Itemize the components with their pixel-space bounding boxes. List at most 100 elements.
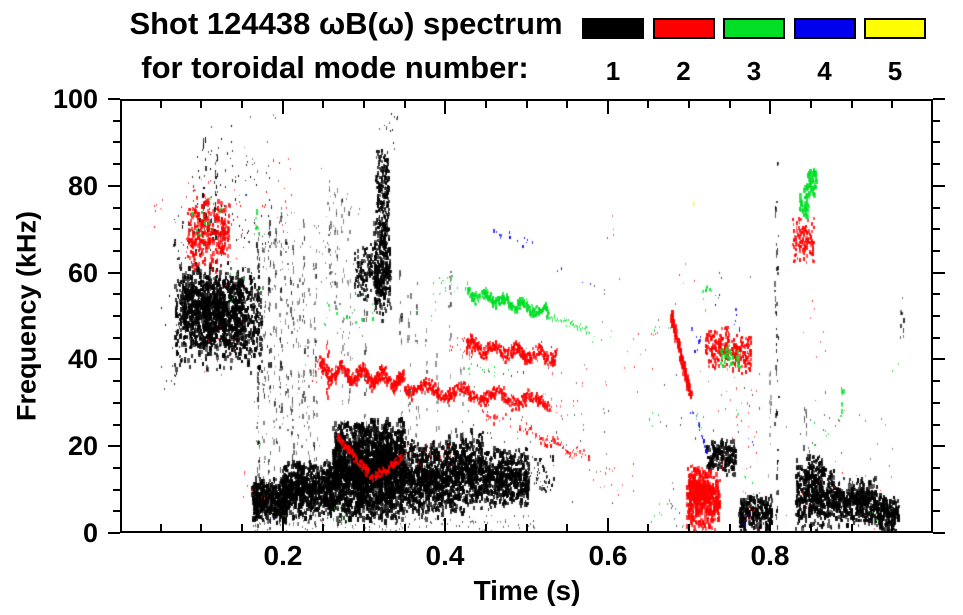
y-minor-tick-right [933, 402, 940, 404]
y-tick-label-20: 20 [67, 431, 98, 461]
x-minor-tick [485, 524, 487, 531]
y-minor-tick-right [933, 337, 940, 339]
x-minor-tick-top [526, 101, 528, 108]
y-minor-tick [113, 250, 120, 252]
y-major-tick-right [933, 532, 945, 534]
y-major-tick [108, 445, 120, 447]
y-major-tick [108, 185, 120, 187]
x-axis-title: Time (s) [473, 575, 581, 606]
legend-swatch-3 [723, 18, 785, 39]
x-minor-tick-top [729, 101, 731, 108]
y-minor-tick [113, 207, 120, 209]
y-minor-tick-right [933, 315, 940, 317]
x-major-tick-top [444, 101, 446, 114]
y-tick-label-0: 0 [82, 518, 98, 548]
y-minor-tick-right [933, 293, 940, 295]
y-minor-tick-right [933, 510, 940, 512]
y-minor-tick-right [933, 489, 940, 491]
x-minor-tick [891, 524, 893, 531]
x-minor-tick-top [241, 101, 243, 108]
y-major-tick-right [933, 98, 945, 100]
y-minor-tick [113, 315, 120, 317]
x-minor-tick-top [688, 101, 690, 108]
y-major-tick [108, 272, 120, 274]
legend-swatch-2 [652, 18, 715, 39]
y-major-tick-right [933, 445, 945, 447]
y-minor-tick [113, 293, 120, 295]
x-minor-tick [810, 524, 812, 531]
x-minor-tick [200, 524, 202, 531]
x-major-tick [282, 518, 284, 531]
x-major-tick-top [282, 101, 284, 114]
x-minor-tick-top [404, 101, 406, 108]
x-minor-tick [241, 524, 243, 531]
y-minor-tick [113, 402, 120, 404]
x-minor-tick-top [160, 101, 162, 108]
plot-frame [120, 99, 933, 533]
y-minor-tick-right [933, 141, 940, 143]
x-minor-tick [322, 524, 324, 531]
y-minor-tick [113, 141, 120, 143]
y-minor-tick [113, 380, 120, 382]
y-major-tick-right [933, 272, 945, 274]
y-minor-tick-right [933, 250, 940, 252]
y-tick-label-40: 40 [67, 344, 98, 374]
legend-swatch-1 [582, 18, 644, 39]
x-minor-tick-top [566, 101, 568, 108]
x-major-tick [607, 518, 609, 531]
legend-label-1: 1 [605, 56, 621, 86]
y-minor-tick-right [933, 120, 940, 122]
y-tick-label-100: 100 [52, 84, 98, 114]
chart-title-line-2: for toroidal mode number: [141, 50, 529, 85]
y-minor-tick [113, 228, 120, 230]
y-minor-tick [113, 489, 120, 491]
y-minor-tick-right [933, 424, 940, 426]
x-minor-tick [363, 524, 365, 531]
x-minor-tick [526, 524, 528, 531]
x-minor-tick [404, 524, 406, 531]
legend-label-3: 3 [746, 56, 762, 86]
y-minor-tick [113, 120, 120, 122]
x-minor-tick [566, 524, 568, 531]
x-minor-tick-top [322, 101, 324, 108]
x-minor-tick-top [851, 101, 853, 108]
legend-swatch-4 [793, 18, 856, 39]
y-minor-tick [113, 467, 120, 469]
y-tick-label-80: 80 [67, 171, 98, 201]
legend-label-5: 5 [887, 56, 903, 86]
x-minor-tick [647, 524, 649, 531]
x-tick-label-0.6: 0.6 [588, 540, 628, 571]
y-minor-tick-right [933, 380, 940, 382]
y-major-tick-right [933, 358, 945, 360]
y-major-tick-right [933, 185, 945, 187]
x-minor-tick [688, 524, 690, 531]
chart-title-line-1: Shot 124438 ωB(ω) spectrum [129, 6, 563, 41]
y-minor-tick-right [933, 467, 940, 469]
x-minor-tick-top [485, 101, 487, 108]
y-major-tick [108, 98, 120, 100]
y-axis-title: Frequency (kHz) [11, 210, 42, 422]
x-major-tick-top [607, 101, 609, 114]
x-minor-tick-top [891, 101, 893, 108]
legend-label-4: 4 [817, 56, 832, 86]
x-minor-tick [729, 524, 731, 531]
y-minor-tick-right [933, 207, 940, 209]
x-minor-tick-top [647, 101, 649, 108]
x-major-tick-top [769, 101, 771, 114]
y-tick-label-60: 60 [67, 258, 98, 288]
x-tick-label-0.2: 0.2 [263, 540, 303, 571]
x-minor-tick [160, 524, 162, 531]
y-minor-tick [113, 163, 120, 165]
y-major-tick [108, 358, 120, 360]
y-minor-tick [113, 424, 120, 426]
legend-swatch-5 [864, 18, 926, 39]
x-tick-label-0.4: 0.4 [425, 540, 465, 571]
y-minor-tick [113, 337, 120, 339]
x-tick-label-0.8: 0.8 [750, 540, 790, 571]
y-minor-tick-right [933, 228, 940, 230]
y-major-tick [108, 532, 120, 534]
x-minor-tick-top [810, 101, 812, 108]
x-minor-tick-top [363, 101, 365, 108]
x-major-tick [444, 518, 446, 531]
